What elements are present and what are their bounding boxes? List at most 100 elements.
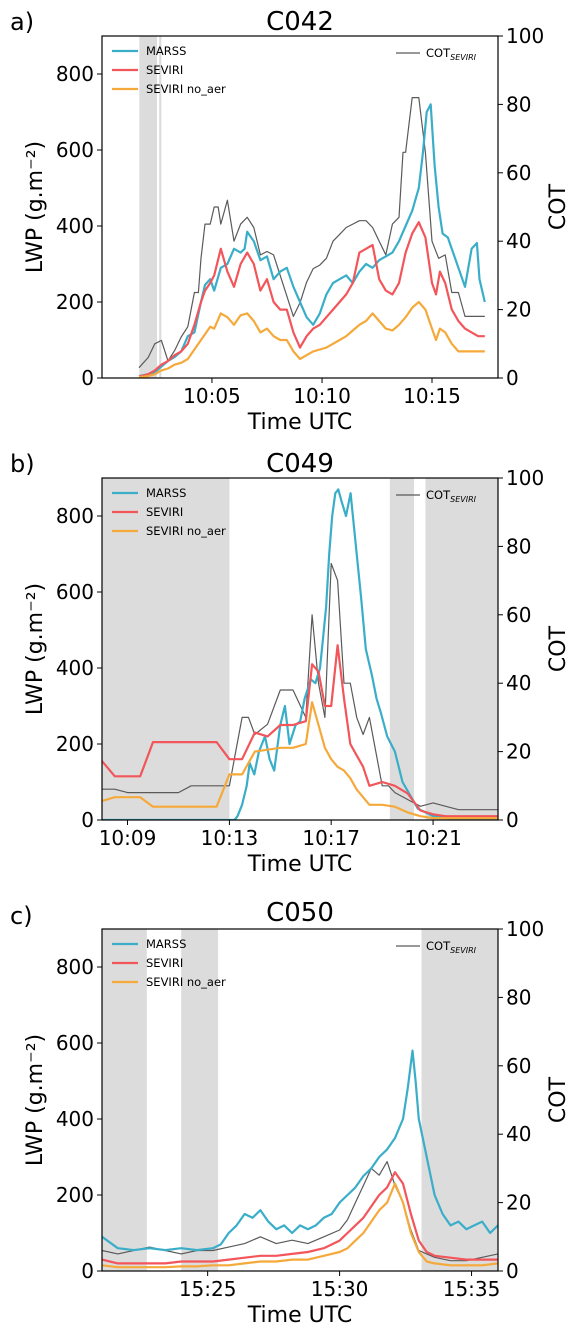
series-line-marss — [138, 103, 486, 378]
y-tick-label: 600 — [56, 580, 94, 604]
shaded-band — [425, 478, 498, 820]
x-tick-label: 10:15 — [403, 384, 461, 408]
x-tick-label: 10:10 — [293, 384, 351, 408]
legend-label-marss: MARSS — [146, 486, 186, 500]
shaded-band — [139, 36, 158, 378]
series-line-seviri — [102, 644, 498, 818]
y-right-tick-label: 80 — [506, 985, 531, 1009]
legend-label-sub: SEVIRI — [450, 946, 477, 955]
y-right-tick-label: 80 — [506, 92, 531, 116]
x-tick-label: 10:09 — [99, 826, 157, 850]
legend-label-cot: COT — [426, 46, 451, 60]
series-line-cotseviri — [102, 1160, 498, 1262]
y-right-axis-label: COT — [546, 1076, 570, 1123]
y-right-tick-label: 100 — [506, 24, 544, 48]
y-tick-label: 0 — [81, 808, 94, 832]
legend-label-cot: COT — [426, 488, 451, 502]
x-tick-label: 15:30 — [311, 1277, 369, 1301]
x-tick-label: 10:21 — [404, 826, 462, 850]
x-tick-label: 10:17 — [302, 826, 360, 850]
series-lines — [102, 1049, 498, 1269]
legend-label-marss: MARSS — [146, 44, 186, 58]
chart-title: C050 — [266, 898, 334, 928]
legend-label-seviri: SEVIRI — [146, 505, 183, 519]
chart-title: C042 — [266, 7, 334, 37]
y-right-tick-label: 60 — [506, 1054, 531, 1078]
legend-label-seviri-no-aer: SEVIRI no_aer — [146, 524, 226, 538]
shaded-band — [102, 929, 147, 1271]
series-line-marss — [102, 1049, 498, 1252]
y-right-tick-label: 40 — [506, 671, 531, 695]
shaded-band — [159, 36, 162, 378]
legend-label-seviri: SEVIRI — [146, 63, 183, 77]
y-tick-label: 200 — [56, 732, 94, 756]
legend-right: COTSEVIRI — [396, 488, 477, 504]
legend-left: MARSS SEVIRI SEVIRI no_aer — [112, 486, 226, 538]
plot-frame — [101, 477, 499, 821]
legend-label-seviri-no-aer: SEVIRI no_aer — [146, 975, 226, 989]
series-line-seviri-no-aer — [139, 300, 485, 378]
y-right-tick-label: 20 — [506, 740, 531, 764]
chart-panel-c042: 0 200 400 600 800 0 20 40 60 80 100 10:05 10:10 10:15… — [10, 7, 570, 435]
y-tick-label: 200 — [56, 290, 94, 314]
y-right-tick-label: 40 — [506, 1122, 531, 1146]
shaded-band — [421, 929, 498, 1271]
y-right-tick-label: 80 — [506, 534, 531, 558]
legend-label-cot: COT — [426, 939, 451, 953]
panel-label: a) — [10, 8, 34, 36]
panel-label: b) — [10, 450, 35, 478]
x-tick-label: 15:25 — [179, 1277, 237, 1301]
legend-label-cotseviri: COTSEVIRI — [426, 488, 477, 504]
legend-label-seviri-no-aer: SEVIRI no_aer — [146, 82, 226, 96]
legend-right: COTSEVIRI — [396, 46, 477, 62]
y-right-tick-label: 0 — [506, 366, 519, 390]
chart-title: C049 — [266, 449, 334, 479]
legend-left: MARSS SEVIRI SEVIRI no_aer — [112, 44, 226, 96]
y-tick-label: 0 — [81, 366, 94, 390]
y-tick-label: 800 — [56, 504, 94, 528]
shaded-band — [102, 478, 230, 820]
legend-label-cotseviri: COTSEVIRI — [426, 46, 477, 62]
y-right-tick-label: 60 — [506, 603, 531, 627]
legend-label-sub: SEVIRI — [450, 53, 477, 62]
x-tick-label: 15:35 — [443, 1277, 501, 1301]
shaded-band — [181, 929, 219, 1271]
y-right-tick-label: 20 — [506, 1191, 531, 1215]
legend-label-cotseviri: COTSEVIRI — [426, 939, 477, 955]
y-right-tick-label: 40 — [506, 229, 531, 253]
series-line-cotseviri — [102, 562, 498, 811]
y-right-tick-label: 0 — [506, 808, 519, 832]
y-right-tick-label: 20 — [506, 298, 531, 322]
chart-panel-c050: 0 200 400 600 800 0 20 40 60 80 100 15:25 15:30 15:35… — [10, 898, 570, 1328]
y-tick-label: 400 — [56, 1107, 94, 1131]
y-right-tick-label: 0 — [506, 1259, 519, 1283]
series-line-seviri — [139, 221, 485, 378]
legend-left: MARSS SEVIRI SEVIRI no_aer — [112, 937, 226, 989]
x-axis-label: Time UTC — [247, 852, 352, 877]
panel-label: c) — [10, 902, 33, 930]
shaded-band — [389, 478, 414, 820]
y-tick-label: 0 — [81, 1259, 94, 1283]
y-tick-label: 600 — [56, 138, 94, 162]
y-axis-label: LWP (g.m⁻²) — [23, 1034, 48, 1166]
legend-label-seviri: SEVIRI — [146, 956, 183, 970]
y-right-tick-label: 100 — [506, 466, 544, 490]
legend-label-sub: SEVIRI — [450, 495, 477, 504]
y-tick-label: 800 — [56, 62, 94, 86]
x-tick-label: 10:13 — [201, 826, 259, 850]
chart-panel-c049: 0 200 400 600 800 0 20 40 60 80 100 10:09 10:13 10:17… — [10, 449, 570, 877]
legend-label-marss: MARSS — [146, 937, 186, 951]
x-axis-label: Time UTC — [247, 410, 352, 435]
y-right-axis-label: COT — [546, 625, 570, 672]
y-tick-label: 800 — [56, 955, 94, 979]
x-axis-label: Time UTC — [247, 1303, 352, 1328]
y-right-tick-label: 100 — [506, 917, 544, 941]
plot-frame — [101, 928, 499, 1272]
y-tick-label: 600 — [56, 1031, 94, 1055]
y-axis-label: LWP (g.m⁻²) — [23, 141, 48, 273]
series-lines — [102, 488, 498, 820]
y-right-axis-label: COT — [546, 183, 570, 230]
series-line-seviri-no-aer — [102, 1182, 498, 1269]
series-line-marss — [102, 488, 498, 820]
